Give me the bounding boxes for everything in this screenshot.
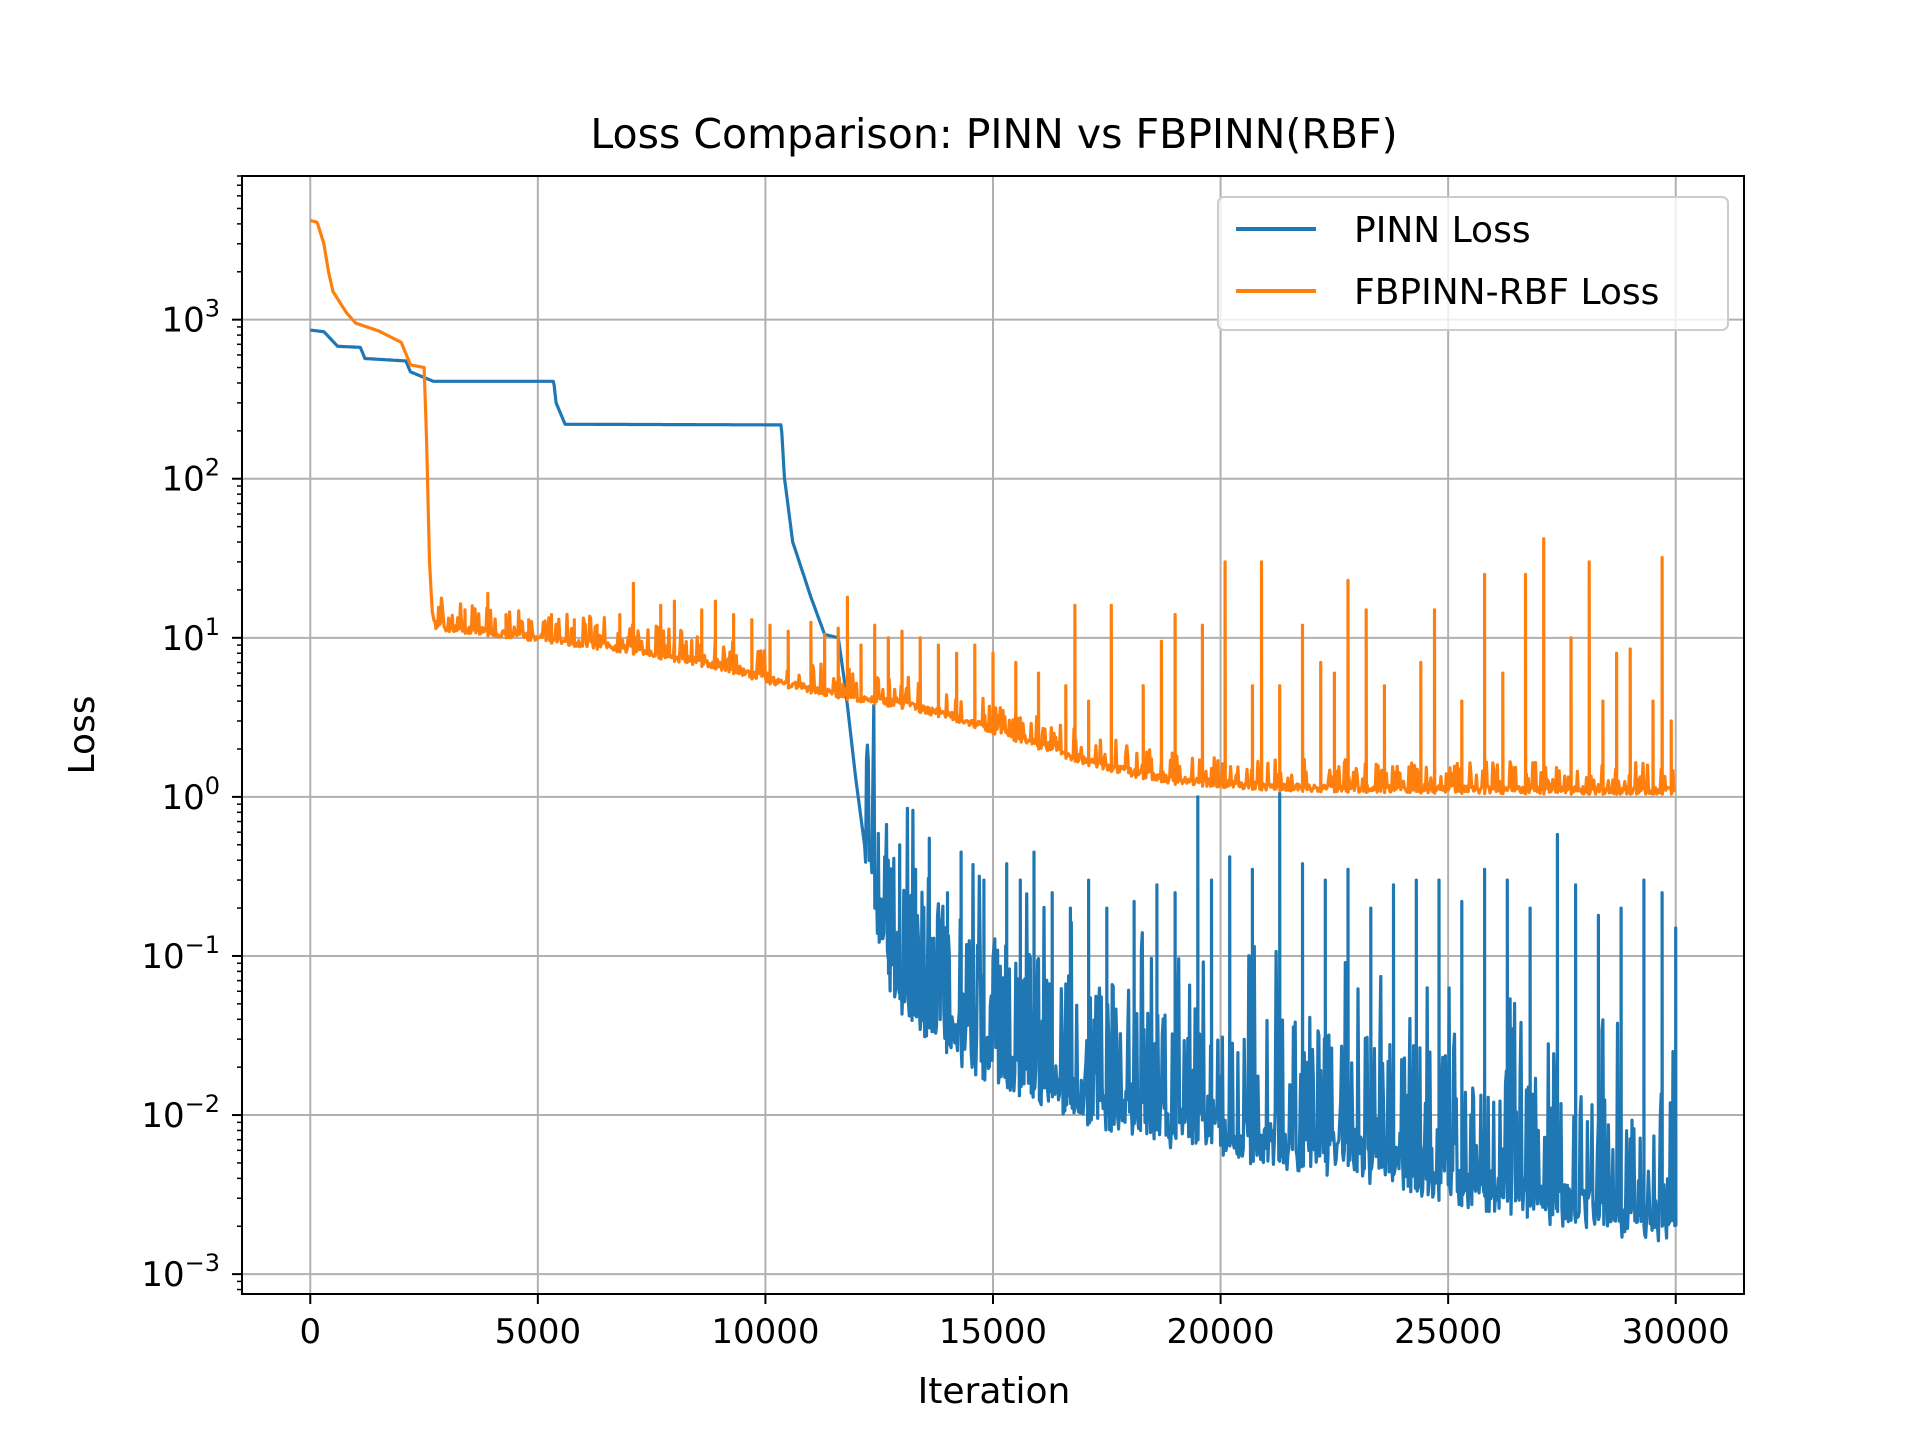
x-tick-label: 10000	[711, 1312, 819, 1352]
series-line-pinn	[309, 328, 1678, 1243]
y-axis-label: Loss	[62, 696, 103, 775]
x-tick-label: 5000	[495, 1312, 582, 1352]
series-layer	[309, 218, 1678, 1243]
legend-label-fbpinn: FBPINN-RBF Loss	[1354, 272, 1659, 313]
x-tick-label: 20000	[1166, 1312, 1274, 1352]
chart-title: Loss Comparison: PINN vs FBPINN(RBF)	[590, 110, 1397, 158]
x-axis-ticks: 0 5000 10000 15000 20000 25000 30000	[299, 1294, 1730, 1352]
y-tick-label: 10−2	[141, 1090, 220, 1136]
y-tick-label: 10−1	[141, 931, 220, 977]
x-tick-label: 15000	[939, 1312, 1047, 1352]
x-tick-label: 0	[299, 1312, 321, 1352]
y-axis-ticks: 10−3 10−2 10−1 100 101 102 103	[141, 295, 242, 1295]
x-tick-label: 30000	[1622, 1312, 1730, 1352]
y-tick-label: 103	[161, 295, 220, 341]
x-axis-label: Iteration	[918, 1371, 1071, 1412]
y-tick-label: 10−3	[141, 1249, 220, 1295]
y-tick-label: 101	[161, 613, 220, 659]
series-line-fbpinn	[309, 218, 1677, 796]
y-tick-label: 100	[161, 772, 220, 818]
legend-box	[1217, 196, 1729, 331]
x-tick-label: 25000	[1394, 1312, 1502, 1352]
legend: PINN Loss FBPINN-RBF Loss	[1217, 196, 1729, 331]
legend-label-pinn: PINN Loss	[1354, 210, 1531, 251]
y-tick-label: 102	[161, 454, 220, 500]
